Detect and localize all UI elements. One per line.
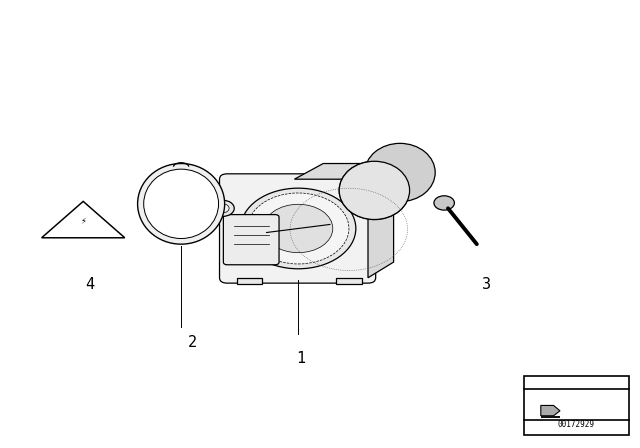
Polygon shape — [294, 164, 394, 179]
Circle shape — [264, 204, 333, 253]
Text: 2: 2 — [188, 335, 196, 350]
Ellipse shape — [339, 161, 410, 220]
Bar — [524, 376, 629, 435]
Text: ⚡: ⚡ — [80, 216, 86, 225]
FancyBboxPatch shape — [220, 174, 376, 283]
Polygon shape — [336, 278, 362, 284]
Text: 4: 4 — [85, 277, 94, 292]
Polygon shape — [541, 405, 560, 416]
Circle shape — [434, 196, 454, 210]
Ellipse shape — [339, 161, 410, 220]
FancyBboxPatch shape — [223, 215, 279, 265]
Polygon shape — [237, 278, 262, 284]
Circle shape — [216, 204, 229, 213]
Polygon shape — [541, 416, 560, 418]
Circle shape — [241, 188, 356, 269]
Circle shape — [248, 193, 349, 264]
Polygon shape — [42, 202, 125, 238]
Text: 00172929: 00172929 — [558, 420, 595, 429]
Ellipse shape — [144, 169, 218, 238]
Circle shape — [211, 200, 234, 216]
Text: 1: 1 — [296, 351, 305, 366]
Ellipse shape — [138, 164, 225, 244]
Ellipse shape — [365, 143, 435, 202]
Text: 3: 3 — [482, 277, 491, 292]
Polygon shape — [368, 164, 394, 278]
